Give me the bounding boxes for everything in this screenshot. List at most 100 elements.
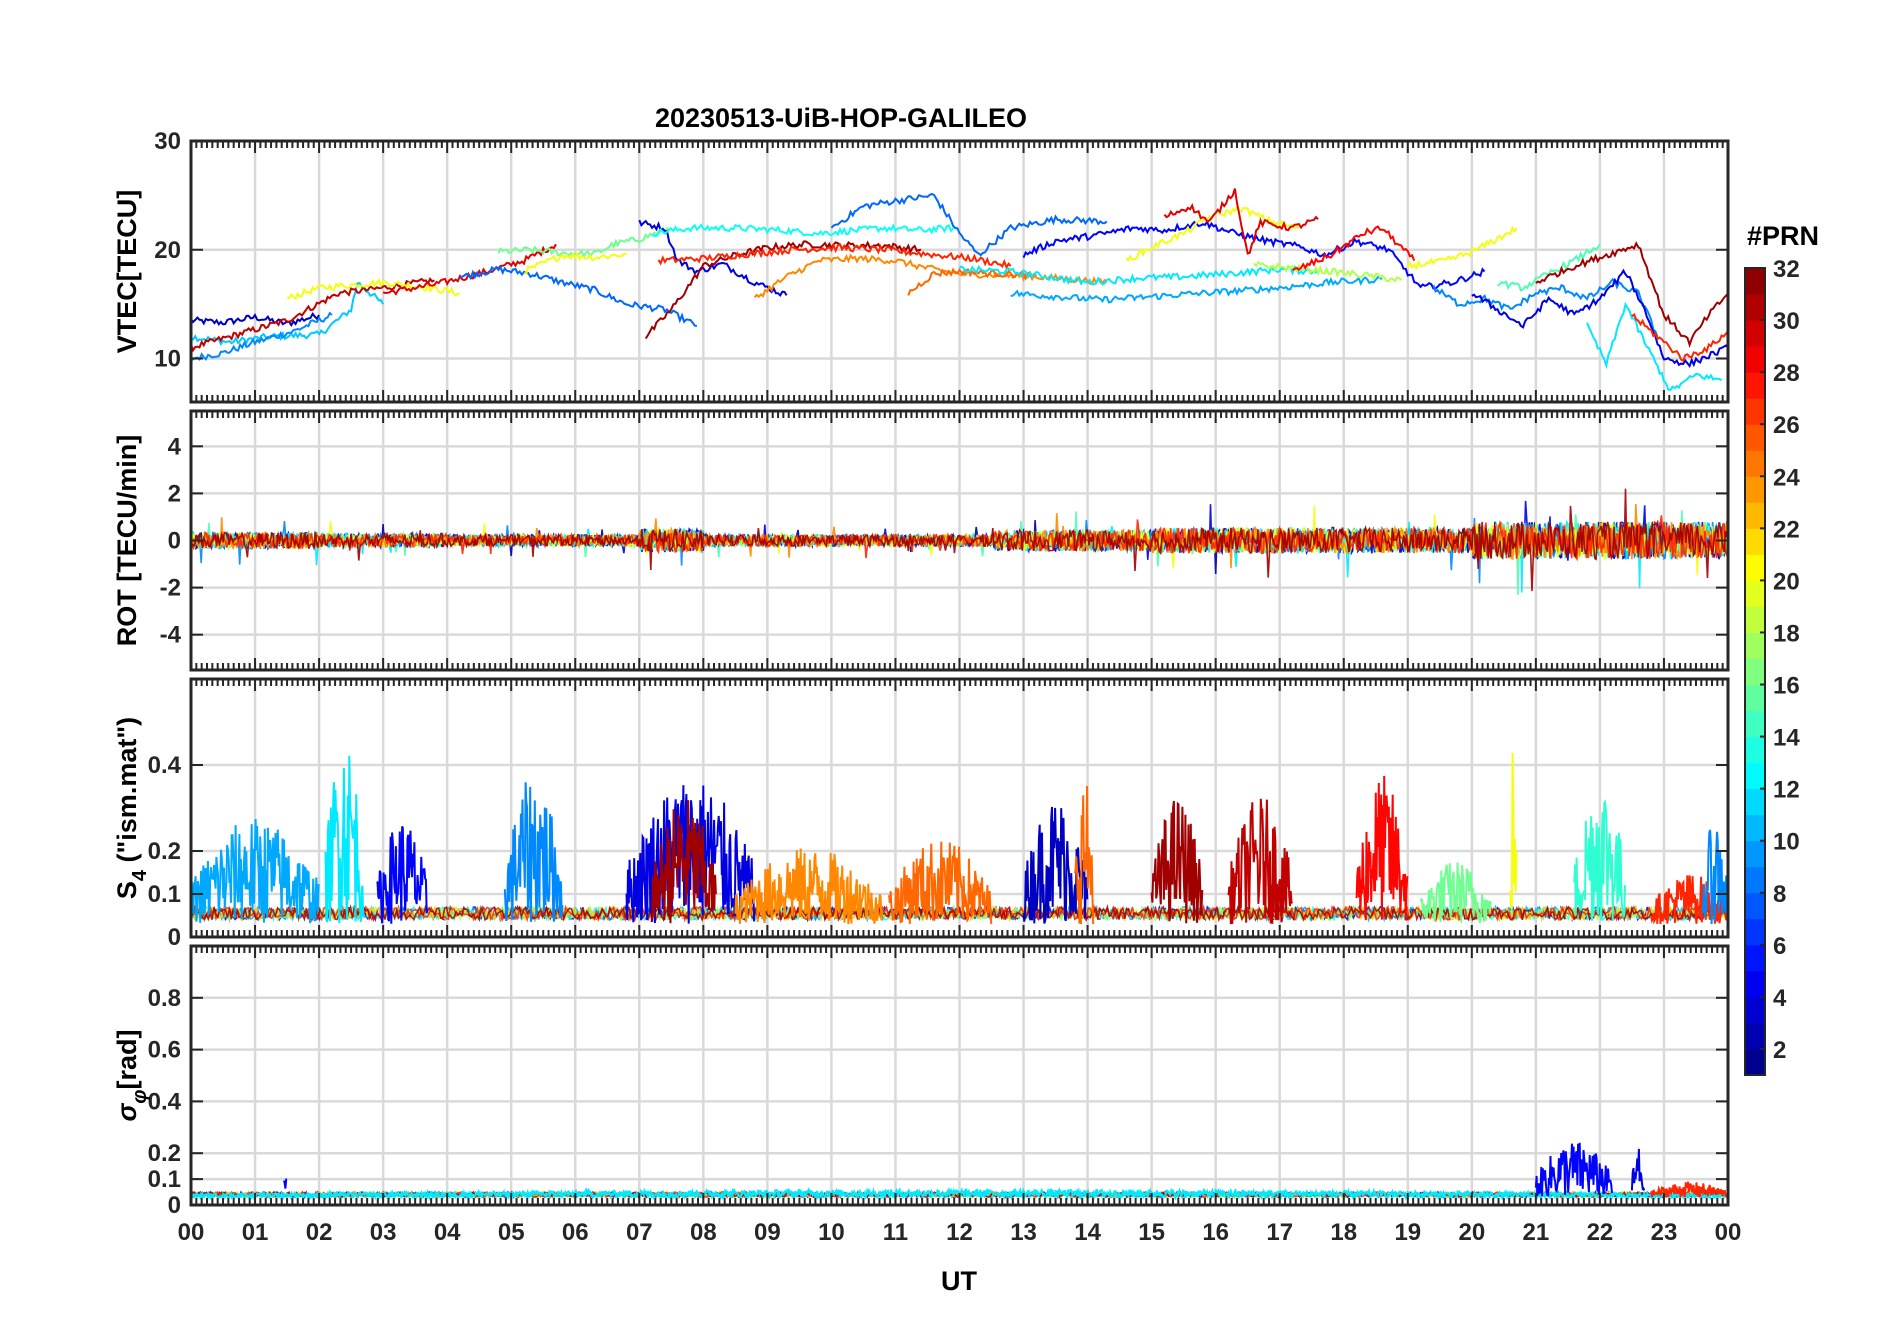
- y-tick-label: 0.8: [148, 985, 181, 1012]
- burst-trace-prn-5: [376, 826, 429, 924]
- vtec-line-prn-12: [1586, 301, 1723, 392]
- vtec-line-prn-20: [523, 251, 627, 275]
- x-tick-label: 17: [1266, 1219, 1293, 1246]
- burst-trace-prn-30: [1227, 798, 1294, 925]
- vtec-line-prn-30: [191, 277, 435, 353]
- colorbar-segment: [1745, 398, 1765, 425]
- x-tick-label: 10: [818, 1219, 845, 1246]
- panel-data: [191, 488, 1728, 595]
- vtec-line-prn-9: [1432, 277, 1659, 338]
- y-tick-label: -2: [160, 575, 181, 602]
- colorbar-tick-label: 22: [1773, 516, 1800, 543]
- x-tick-label: 09: [754, 1219, 781, 1246]
- panel-rot: -4 -2 0 2 4 ROT [TECU/min]: [112, 409, 1730, 672]
- y-tick-label: 0.1: [148, 1166, 181, 1193]
- vtec-line-prn-4: [638, 219, 788, 298]
- vtec-line-prn-8: [830, 192, 1108, 257]
- colorbar-segment: [1745, 580, 1765, 607]
- panel-data: [191, 188, 1728, 392]
- colorbar-tick-label: 10: [1773, 829, 1800, 856]
- burst-trace-prn-24: [734, 848, 884, 925]
- vtec-line-prn-20: [286, 277, 461, 301]
- x-tick-label: 16: [1202, 1219, 1229, 1246]
- colorbar-segment: [1745, 632, 1765, 659]
- x-tick-label: 15: [1138, 1219, 1165, 1246]
- colorbar-segment: [1745, 736, 1765, 764]
- colorbar-frame: [1744, 267, 1766, 1076]
- burst-trace-prn-4: [625, 785, 756, 924]
- colorbar-segment: [1745, 970, 1765, 998]
- burst-trace-prn-16: [1419, 862, 1492, 924]
- colorbar-segment: [1745, 762, 1765, 790]
- x-tick-label: 12: [946, 1219, 973, 1246]
- x-tick-label: 00: [1715, 1219, 1742, 1246]
- x-tick-label: 11: [883, 1219, 908, 1246]
- vtec-line-prn-28: [1291, 225, 1416, 272]
- panel-data: [191, 752, 1728, 925]
- colorbar-segment: [1745, 606, 1765, 633]
- y-axis-label-rot: ROT [TECU/min]: [112, 435, 142, 646]
- burst-trace-prn-9: [503, 782, 564, 922]
- x-tick-label: 19: [1394, 1219, 1421, 1246]
- colorbar-segment: [1745, 684, 1765, 712]
- panel-vtec: 10 20 30 VTEC[TECU]: [112, 128, 1730, 404]
- y-tick-label: 0.4: [148, 1088, 182, 1115]
- x-tick-label: 02: [306, 1219, 333, 1246]
- burst-trace-prn-25: [1073, 785, 1095, 925]
- colorbar-segment: [1745, 1048, 1765, 1076]
- panel-s4: 0 0.1 0.2 0.4S4 ("ism.mat"): [112, 677, 1730, 951]
- y-tick-label: 0.2: [148, 1140, 181, 1167]
- vtec-line-prn-12: [958, 264, 1319, 286]
- vtec-line-prn-8: [459, 265, 697, 327]
- colorbar-tick-label: 14: [1773, 725, 1800, 752]
- colorbar-tick-label: 24: [1773, 464, 1800, 491]
- x-tick-label: 20: [1458, 1219, 1485, 1246]
- y-tick-label: 0.6: [148, 1037, 181, 1064]
- vtec-line-prn-29: [1163, 188, 1319, 255]
- y-axis-label-s4: S4 ("ism.mat"): [112, 717, 151, 899]
- vtec-line-prn-4: [1471, 268, 1728, 369]
- colorbar-segment: [1745, 996, 1765, 1024]
- vtec-line-prn-11: [191, 281, 384, 347]
- colorbar-segment: [1745, 944, 1765, 972]
- vtec-line-prn-9: [191, 311, 333, 362]
- colorbar-tick-label: 8: [1773, 881, 1786, 908]
- burst-trace-prn-25: [888, 841, 993, 925]
- colorbar-segment: [1745, 710, 1765, 738]
- colorbar-tick-label: 16: [1773, 673, 1800, 700]
- x-tick-label: 23: [1651, 1219, 1678, 1246]
- burst-trace-prn-20: [1509, 752, 1518, 910]
- y-tick-label: 20: [154, 237, 181, 264]
- colorbar-segment: [1745, 320, 1765, 347]
- colorbar-segment: [1745, 476, 1765, 503]
- colorbar-tick-label: 20: [1773, 568, 1800, 595]
- burst-trace-prn-12: [324, 755, 365, 924]
- x-tick-label: 08: [690, 1219, 717, 1246]
- y-axis-label-vtec: VTEC[TECU]: [112, 190, 142, 354]
- vtec-line-prn-27: [657, 243, 1012, 270]
- burst-trace-prn-28: [1355, 775, 1409, 921]
- burst-trace-prn-4: [1630, 1148, 1646, 1191]
- vtec-line-prn-13: [651, 223, 954, 237]
- vtec-line-prn-20: [1406, 225, 1518, 271]
- vtec-line-prn-10: [1010, 275, 1383, 304]
- x-tick-label: 07: [626, 1219, 653, 1246]
- burst-trace-prn-14: [1573, 798, 1626, 921]
- colorbar-segment: [1745, 346, 1765, 373]
- burst-trace-prn-9: [1701, 829, 1728, 925]
- x-tick-label: 21: [1523, 1219, 1550, 1246]
- colorbar-tick-label: 6: [1773, 933, 1786, 960]
- vtec-line-prn-27: [1631, 312, 1728, 363]
- y-tick-label: 4: [168, 433, 182, 460]
- vtec-line-prn-31: [1535, 241, 1728, 348]
- burst-trace-prn-3: [1022, 806, 1089, 924]
- panel-sigma_phi: 00.10.2 0.4 0.6 0.8 σφ[rad]: [112, 944, 1730, 1219]
- colorbar-segment: [1745, 814, 1765, 842]
- chart-title: 20230513-UiB-HOP-GALILEO: [655, 103, 1027, 133]
- y-tick-label: 0: [168, 1192, 181, 1219]
- colorbar-segment: [1745, 294, 1765, 321]
- y-tick-label: 0.4: [148, 752, 182, 779]
- colorbar-label: #PRN: [1747, 221, 1819, 251]
- colorbar-tick-label: 12: [1773, 777, 1800, 804]
